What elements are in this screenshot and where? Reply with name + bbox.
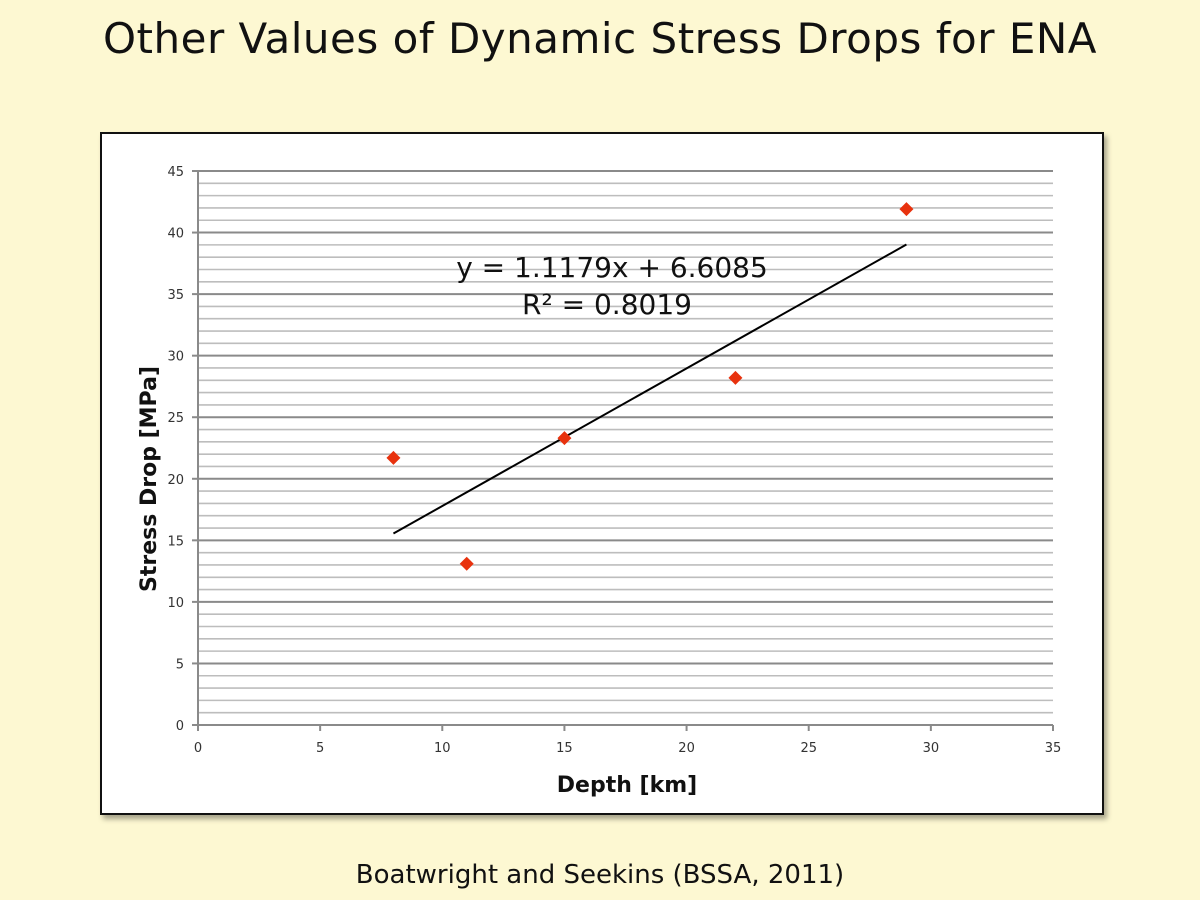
x-tick-label: 25 (800, 741, 817, 756)
trendline-equation: y = 1.1179x + 6.6085 (456, 251, 768, 284)
y-tick-label: 20 (167, 473, 184, 488)
x-axis-label: Depth [km] (557, 773, 697, 798)
data-point (557, 431, 572, 446)
y-tick-label: 25 (167, 411, 184, 426)
y-tick-label: 35 (167, 288, 184, 303)
trendline (392, 243, 907, 535)
x-tick-label: 35 (1045, 741, 1062, 756)
scatter-chart: 0 5 10 15 20 25 30 35 40 45 0 5 10 15 20 25 30 35 y = 1.1… (137, 165, 1061, 798)
x-tick-label: 30 (923, 741, 940, 756)
x-tick-label: 10 (434, 741, 451, 756)
x-tick-label: 0 (194, 741, 202, 756)
y-tick-label: 30 (167, 350, 184, 365)
x-tick-label: 15 (556, 741, 573, 756)
slide-title: Other Values of Dynamic Stress Drops for… (102, 14, 1098, 63)
x-tick-label: 5 (316, 741, 324, 756)
chart-container: 0 5 10 15 20 25 30 35 40 45 0 5 10 15 20 25 30 35 y = 1.1… (100, 132, 1104, 815)
x-tick-label: 20 (678, 741, 695, 756)
citation: Boatwright and Seekins (BSSA, 2011) (355, 860, 845, 890)
gridlines (198, 170, 1053, 714)
data-point (386, 450, 401, 465)
y-tick-label: 5 (176, 657, 184, 672)
y-axis-label: Stress Drop [MPa] (137, 366, 162, 592)
data-points (386, 202, 914, 571)
data-point (459, 556, 474, 571)
trendline-r2: R² = 0.8019 (522, 288, 692, 321)
axes (192, 170, 1054, 731)
data-point (728, 370, 743, 385)
y-tick-label: 10 (167, 596, 184, 611)
y-tick-label: 15 (167, 534, 184, 549)
data-point (899, 202, 914, 217)
tick-labels: 0 5 10 15 20 25 30 35 40 45 0 5 10 15 20 25 30 35 (167, 165, 1061, 756)
y-tick-label: 40 (167, 227, 184, 242)
y-tick-label: 45 (167, 165, 184, 180)
y-tick-label: 0 (176, 719, 184, 734)
